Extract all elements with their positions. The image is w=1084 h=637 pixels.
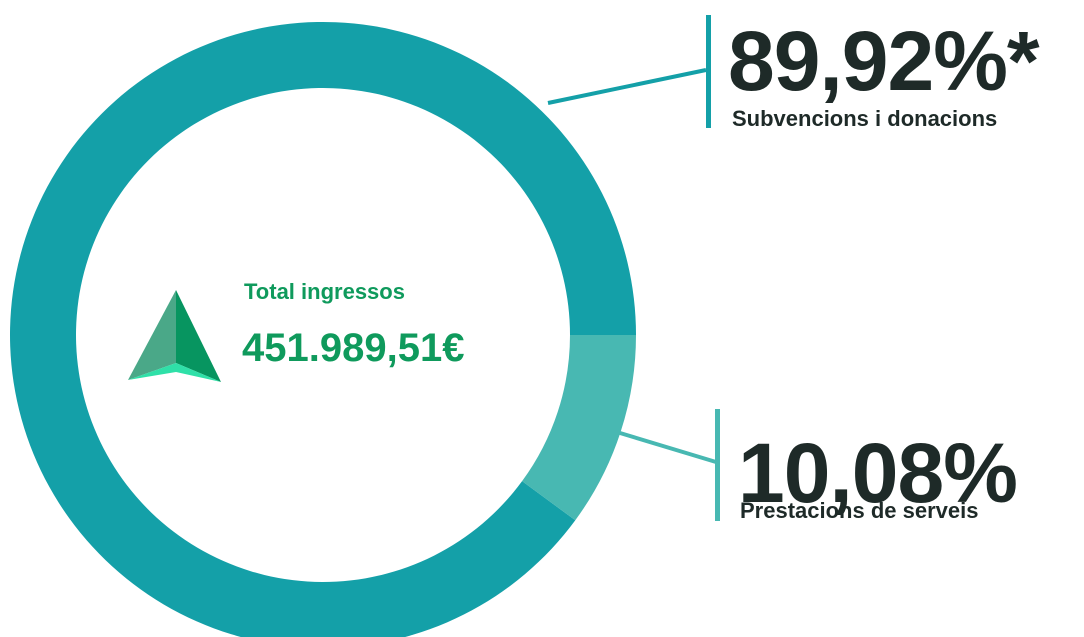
center-value: 451.989,51€	[242, 326, 464, 370]
donut-segment	[522, 335, 636, 521]
center-title: Total ingressos	[244, 279, 405, 304]
label-bar	[715, 409, 720, 521]
category-label: Prestacions de serveis	[740, 498, 978, 523]
value-label: 89,92%*	[728, 14, 1040, 108]
logo	[128, 290, 221, 382]
label-bar	[706, 15, 711, 128]
leader-line	[619, 431, 717, 464]
category-label: Subvencions i donacions	[732, 106, 997, 131]
donut	[10, 22, 636, 637]
value-label: 10,08%	[738, 426, 1017, 520]
leader-line	[547, 68, 707, 105]
